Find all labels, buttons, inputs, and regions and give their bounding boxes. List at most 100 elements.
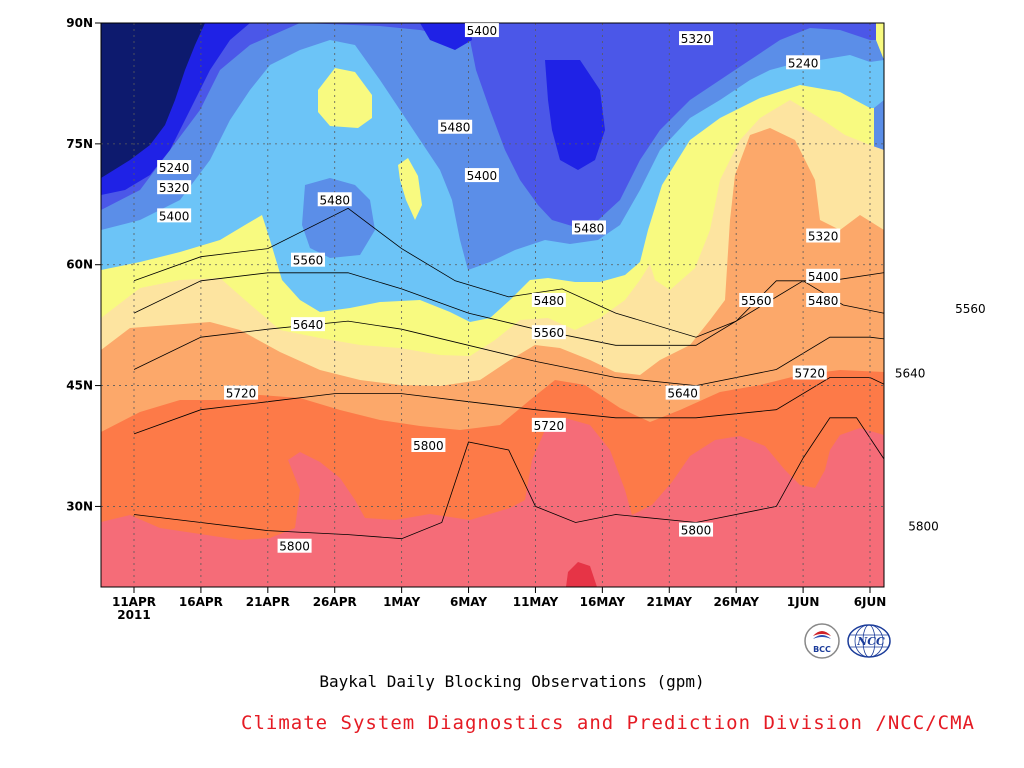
- contour-label-text: 5480: [574, 221, 605, 235]
- contour-label: 5560: [953, 301, 988, 316]
- contour-label-box: [317, 192, 352, 207]
- contour-label: 5320: [157, 180, 192, 195]
- contour-label-box: [792, 365, 827, 380]
- contour-label: 5240: [786, 55, 821, 70]
- contour-line-5800: [133, 417, 884, 540]
- contour-label-text: 5560: [293, 254, 324, 268]
- contour-label: 5560: [290, 252, 325, 268]
- contour-label-text: 5480: [808, 294, 839, 308]
- contour-fill-navy: [101, 23, 205, 178]
- contour-label-box: [290, 317, 325, 332]
- contour-label-text: 5400: [467, 24, 498, 38]
- x-tick-label: 26APR: [313, 595, 357, 609]
- contour-label-text: 5560: [955, 302, 986, 316]
- x-year-label: 2011: [117, 608, 150, 622]
- contour-label-text: 5400: [808, 270, 839, 284]
- contour-label-text: 5560: [534, 326, 565, 340]
- contour-label: 5480: [531, 292, 566, 308]
- contour-label-text: 5480: [534, 294, 565, 308]
- y-tick-label: 30N: [66, 499, 93, 513]
- contour-label-box: [157, 160, 192, 175]
- contour-label: 5320: [679, 31, 714, 46]
- contour-label-text: 5640: [293, 318, 324, 332]
- ncc-logo-text: NCC: [856, 635, 885, 648]
- ncc-logo-icon: NCC: [847, 624, 891, 658]
- contour-label-box: [531, 292, 566, 307]
- contour-label-box: [786, 55, 821, 70]
- contour-label-text: 5560: [741, 294, 772, 308]
- contour-label: 5560: [739, 292, 774, 308]
- contour-label-box: [438, 119, 473, 134]
- contour-fill-yellow-east: [876, 23, 884, 60]
- contour-label-box: [157, 208, 192, 223]
- credit-line: Climate System Diagnostics and Predictio…: [241, 712, 975, 734]
- x-axis: 11APR 16APR 21APR 26APR 1MAY 6MAY 11MAY 16MAY 21…: [112, 587, 886, 622]
- contour-label-text: 5640: [667, 387, 698, 401]
- contour-label: 5480: [571, 220, 606, 235]
- contour-label: 5480: [317, 192, 352, 207]
- contour-label-box: [571, 220, 606, 235]
- contour-label: 5800: [411, 438, 446, 453]
- contour-label: 5400: [806, 268, 841, 284]
- x-tick-label: 1JUN: [787, 595, 820, 609]
- contour-label-box: [224, 385, 259, 400]
- contour-label-box: [157, 180, 192, 195]
- x-tick-label: 6MAY: [450, 595, 487, 609]
- bcc-logo-icon: BCC: [804, 623, 840, 659]
- x-tick-label: 26MAY: [713, 595, 759, 609]
- contour-label-text: 5800: [279, 540, 310, 554]
- contour-label-box: [906, 518, 941, 533]
- contour-label-box: [739, 292, 774, 307]
- contour-label-box: [464, 168, 499, 183]
- x-tick-label: 1MAY: [383, 595, 420, 609]
- contour-label-box: [806, 268, 841, 283]
- contour-label-box: [893, 365, 928, 380]
- contour-line-5560: [133, 272, 884, 346]
- contour-label-text: 5640: [895, 366, 926, 380]
- x-tick-label: 11MAY: [513, 595, 559, 609]
- contour-fill-yellow-island: [318, 68, 422, 220]
- y-axis: 30N 45N 60N 75N 90N: [66, 16, 101, 513]
- contour-label-box: [679, 31, 714, 46]
- contour-label-box: [806, 292, 841, 307]
- contour-label-text: 5240: [788, 56, 819, 70]
- contour-label-text: 5720: [534, 419, 565, 433]
- contour-label: 5720: [531, 417, 566, 433]
- contour-label-text: 5800: [413, 439, 444, 453]
- contour-label: 5800: [277, 538, 312, 554]
- contour-label: 5720: [224, 385, 259, 401]
- contour-label-box: [277, 538, 312, 553]
- contour-label: 5720: [792, 365, 827, 380]
- contour-label: 5800: [679, 522, 714, 538]
- contour-label: 5400: [157, 208, 192, 223]
- contour-label: 5480: [806, 292, 841, 308]
- contour-label-text: 5320: [159, 181, 190, 195]
- filled-contour-layer: [101, 23, 884, 587]
- contour-label-box: [290, 252, 325, 267]
- chart-title: Baykal Daily Blocking Observations (gpm): [319, 672, 705, 691]
- contour-label-box: [806, 228, 841, 243]
- contour-label-text: 5400: [159, 209, 190, 223]
- contour-label-layer: 5400 5320 5240 5400 5480 5560 5640 5480 5240 5320…: [157, 23, 988, 554]
- contour-label-box: [953, 301, 988, 316]
- contour-label: 5640: [665, 385, 700, 401]
- contour-fill-red: [566, 562, 597, 587]
- contour-label: 5640: [290, 317, 325, 332]
- x-tick-label: 6JUN: [854, 595, 887, 609]
- contour-label-text: 5320: [681, 32, 712, 46]
- x-tick-label: 21MAY: [647, 595, 693, 609]
- contour-label-text: 5800: [681, 524, 712, 538]
- contour-label: 5400: [464, 168, 499, 183]
- contour-label: 5320: [806, 228, 841, 244]
- plot-frame: [100, 22, 885, 588]
- contour-fill-blue-east: [874, 100, 884, 150]
- contour-label: 5480: [438, 119, 473, 135]
- y-tick-label: 45N: [66, 379, 93, 393]
- bcc-logo-text: BCC: [813, 645, 831, 654]
- y-tick-label: 75N: [66, 137, 93, 151]
- contour-label-text: 5320: [808, 230, 839, 244]
- contour-line-5640: [133, 320, 884, 387]
- contour-label-box: [464, 23, 499, 38]
- x-tick-label: 11APR: [112, 595, 156, 609]
